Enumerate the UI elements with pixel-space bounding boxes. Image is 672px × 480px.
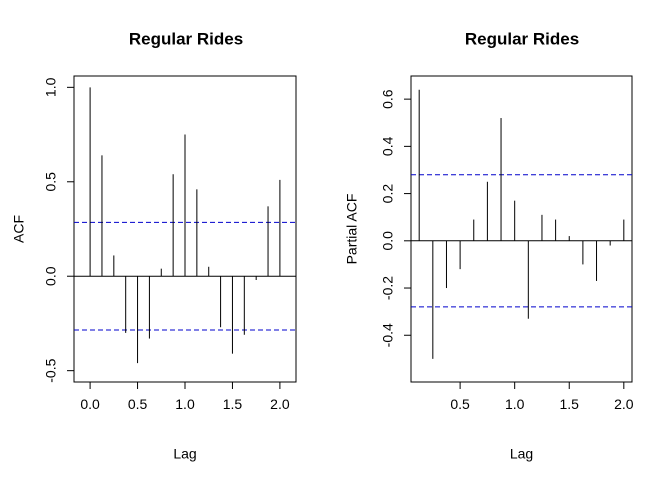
y-tick-label-1: 1.0 [43,77,59,97]
y-tick-label-1: -0.5 [43,358,59,382]
y-axis-label-2: Partial ACF [344,194,360,265]
y-tick-label-2: -0.4 [380,323,396,347]
y-tick-label-1: 0.5 [43,172,59,192]
chart-title-2: Regular Rides [465,29,579,48]
plot-frame-2 [410,75,633,383]
x-tick-label-2: 1.5 [560,396,580,412]
x-tick-label-2: 0.5 [450,396,470,412]
chart-title-1: Regular Rides [129,29,243,48]
y-tick-label-2: 0.0 [380,231,396,251]
y-tick-label-2: -0.2 [380,276,396,300]
x-tick-label-1: 2.0 [270,396,290,412]
x-axis-label-1: Lag [173,446,196,462]
y-tick-label-2: 0.4 [380,136,396,156]
x-tick-label-1: 0.0 [80,396,100,412]
x-tick-label-1: 1.0 [175,396,195,412]
x-tick-label-1: 0.5 [128,396,148,412]
y-tick-label-2: 0.2 [380,184,396,204]
x-axis-label-2: Lag [510,446,533,462]
x-tick-label-2: 2.0 [614,396,634,412]
y-axis-label-1: ACF [11,215,27,243]
x-tick-label-2: 1.0 [505,396,525,412]
y-tick-label-1: 0.0 [43,266,59,286]
x-tick-label-1: 1.5 [223,396,243,412]
y-tick-label-2: 0.6 [380,89,396,109]
